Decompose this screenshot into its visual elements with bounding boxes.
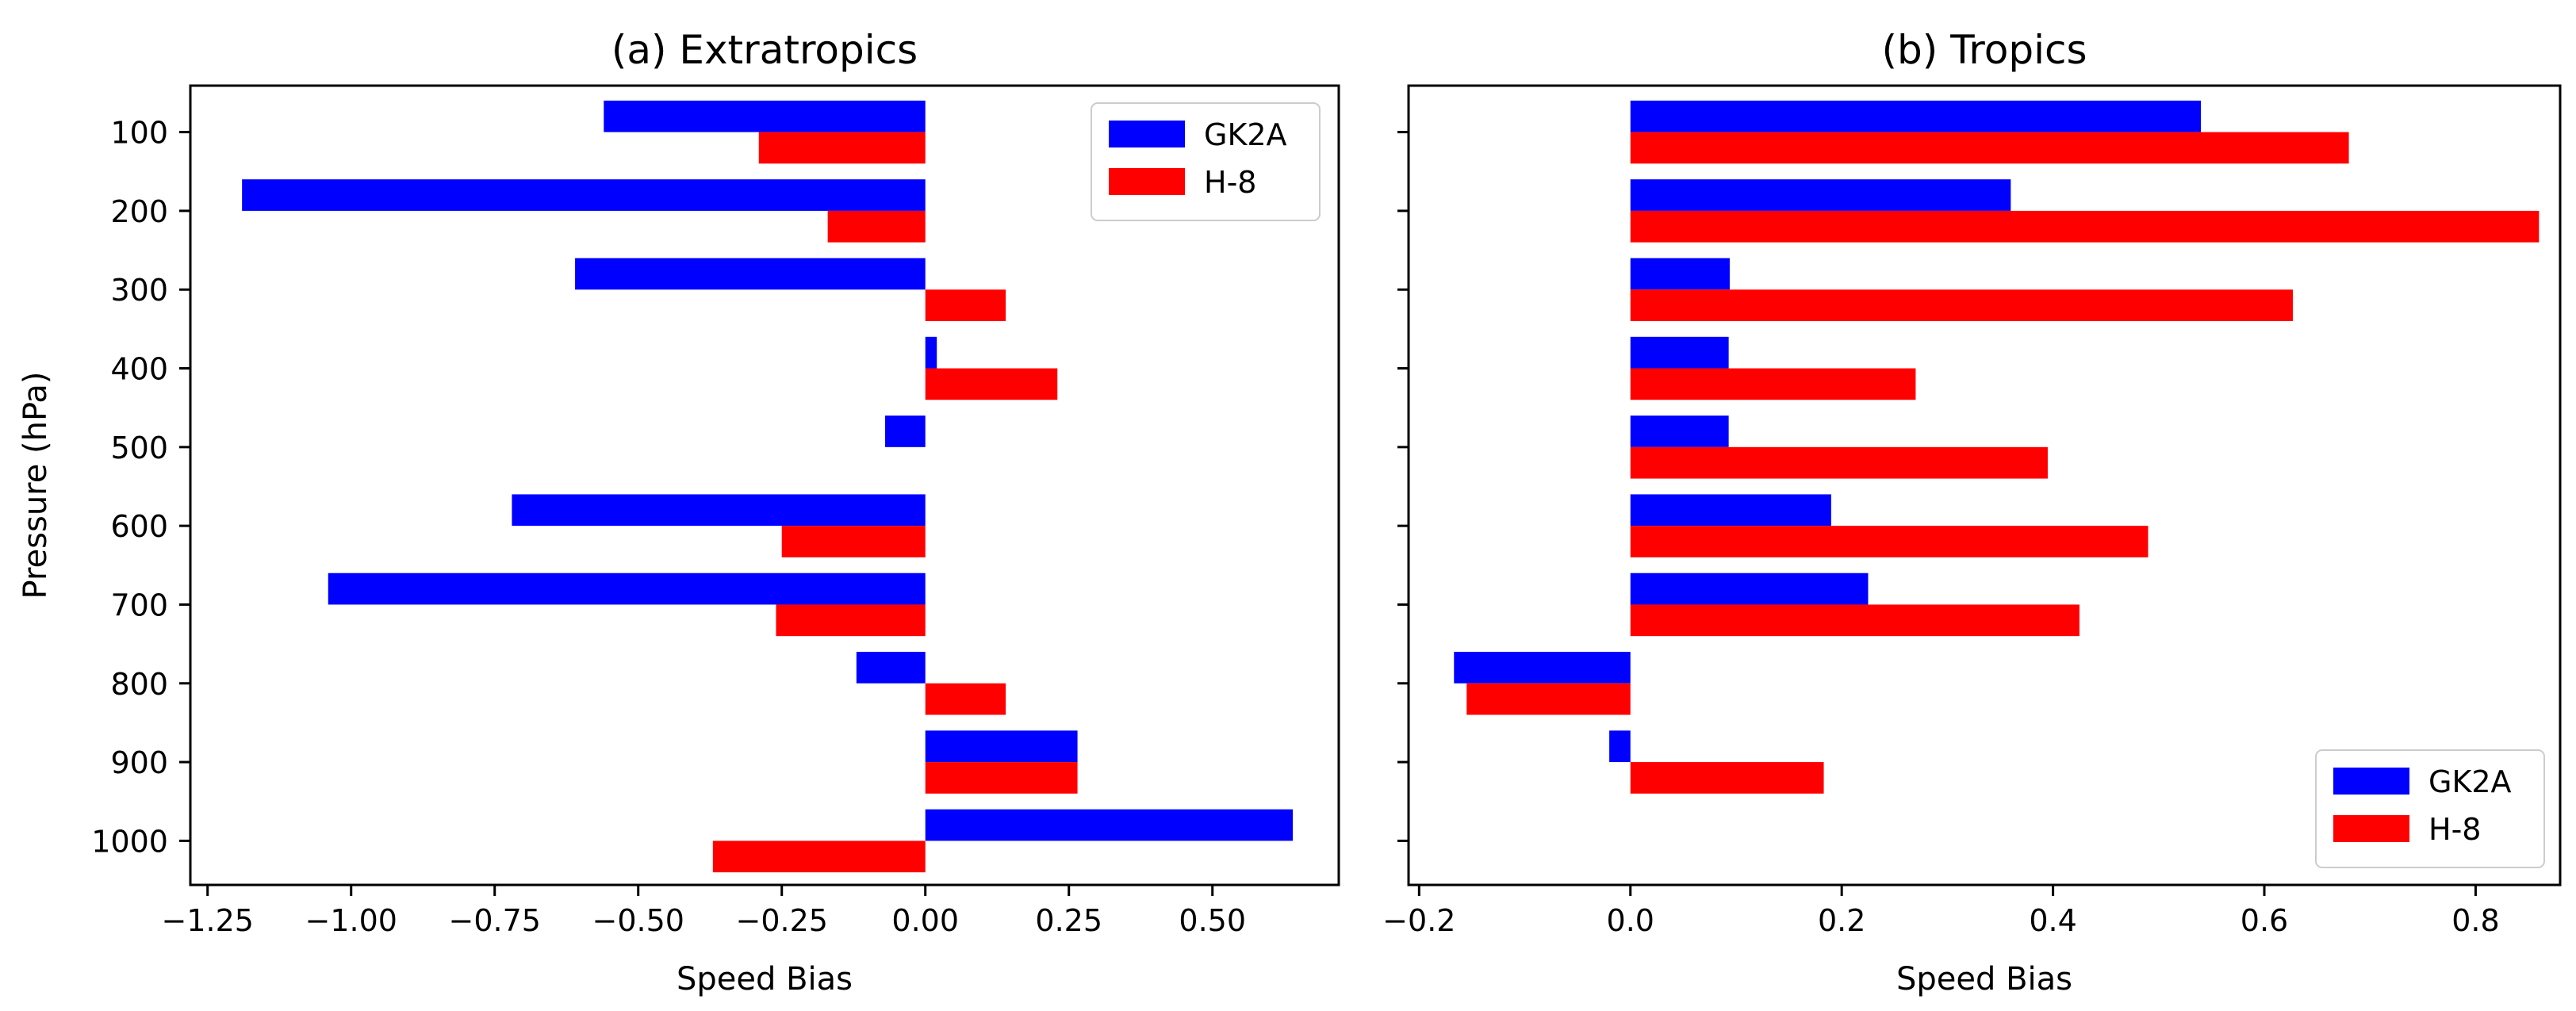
legend-swatch-gk2a	[2333, 768, 2409, 795]
panel-tropics: −0.2 0.0 0.2 0.4 0.6 0.8 (b) Tropics Speed Bias…	[1382, 27, 2562, 998]
bar-gk2a-900	[1609, 730, 1631, 763]
bar-h-8-700	[776, 604, 926, 637]
bar-gk2a-400	[1630, 336, 1729, 369]
y-tick-label: 400	[110, 352, 168, 387]
bar-h-8-900	[925, 762, 1078, 794]
bar-gk2a-500	[1630, 416, 1729, 447]
bar-h-8-300	[925, 289, 1006, 321]
x-tick-label: 0.00	[891, 903, 959, 938]
x-tick-label: 0.25	[1035, 903, 1102, 938]
bar-gk2a-700	[328, 573, 926, 605]
bar-gk2a-600	[1630, 494, 1831, 527]
x-tick-label: 0.8	[2451, 903, 2499, 938]
bar-h-8-200	[827, 210, 926, 243]
legend-label-gk2a: GK2A	[2428, 764, 2512, 799]
y-tick-label: 300	[110, 273, 168, 308]
bar-gk2a-800	[856, 652, 926, 684]
y-tick-label: 600	[110, 509, 168, 544]
legend-swatch-h-8	[2333, 815, 2409, 842]
bar-gk2a-100	[1630, 100, 2202, 132]
bar-gk2a-200	[242, 179, 926, 211]
panel-extratropics: −1.25 −1.00 −0.75 −0.50 −0.25 0.00 0.25 0.50 100…	[17, 27, 1340, 998]
bar-h-8-700	[1630, 604, 2080, 637]
y-axis-label: Pressure (hPa)	[17, 372, 54, 599]
chart-title: (a) Extratropics	[611, 27, 918, 73]
bar-h-8-400	[1630, 368, 1916, 400]
bar-h-8-800	[925, 683, 1006, 715]
bar-h-8-600	[1630, 526, 2149, 557]
legend-label-gk2a: GK2A	[1204, 117, 1287, 152]
x-axis-label: Speed Bias	[1896, 961, 2072, 998]
bar-gk2a-900	[925, 730, 1078, 763]
bar-h-8-500	[1630, 446, 2048, 479]
x-tick-label: −1.25	[161, 903, 253, 938]
bar-h-8-100	[1630, 132, 2349, 164]
axes-frame	[189, 84, 1340, 887]
x-tick-label: 0.0	[1607, 903, 1654, 938]
bar-gk2a-100	[604, 100, 926, 132]
x-tick-label: 0.2	[1818, 903, 1865, 938]
bar-gk2a-600	[512, 494, 926, 527]
bar-gk2a-400	[925, 336, 937, 369]
legend-swatch-gk2a	[1109, 121, 1185, 147]
bar-h-8-200	[1630, 210, 2540, 243]
bar-gk2a-200	[1630, 179, 2011, 211]
bar-gk2a-1000	[925, 809, 1294, 841]
y-tick-label: 800	[110, 667, 168, 702]
y-tick-label: 900	[110, 745, 168, 780]
y-tick-label: 200	[110, 194, 168, 229]
bar-gk2a-300	[1630, 258, 1730, 290]
bar-gk2a-800	[1454, 652, 1631, 684]
y-tick-label: 700	[110, 588, 168, 622]
x-tick-label: 0.4	[2029, 903, 2076, 938]
x-tick-label: 0.6	[2241, 903, 2288, 938]
y-tick-label: 1000	[91, 824, 168, 859]
x-tick-label: −0.50	[592, 903, 684, 938]
bar-h-8-900	[1630, 762, 1824, 794]
bar-h-8-800	[1466, 683, 1631, 715]
bar-gk2a-300	[575, 258, 926, 290]
x-tick-label: −0.2	[1382, 903, 1455, 938]
bar-h-8-600	[781, 526, 926, 557]
x-axis-label: Speed Bias	[677, 961, 853, 998]
axes-frame	[1407, 84, 2562, 887]
y-tick-label: 100	[110, 116, 168, 151]
legend-label-h-8: H-8	[1204, 165, 1256, 200]
bar-h-8-1000	[712, 841, 926, 873]
legend-swatch-h-8	[1109, 168, 1185, 195]
bar-h-8-300	[1630, 289, 2293, 321]
bar-gk2a-500	[885, 416, 926, 447]
y-tick-label: 500	[110, 431, 168, 465]
bar-gk2a-700	[1630, 573, 1869, 605]
bar-h-8-100	[758, 132, 926, 164]
chart-title: (b) Tropics	[1881, 27, 2087, 73]
legend-label-h-8: H-8	[2428, 812, 2481, 847]
x-tick-label: 0.50	[1179, 903, 1246, 938]
x-tick-label: −0.75	[448, 903, 540, 938]
bar-h-8-400	[925, 368, 1058, 400]
x-tick-label: −1.00	[305, 903, 397, 938]
x-tick-label: −0.25	[735, 903, 827, 938]
